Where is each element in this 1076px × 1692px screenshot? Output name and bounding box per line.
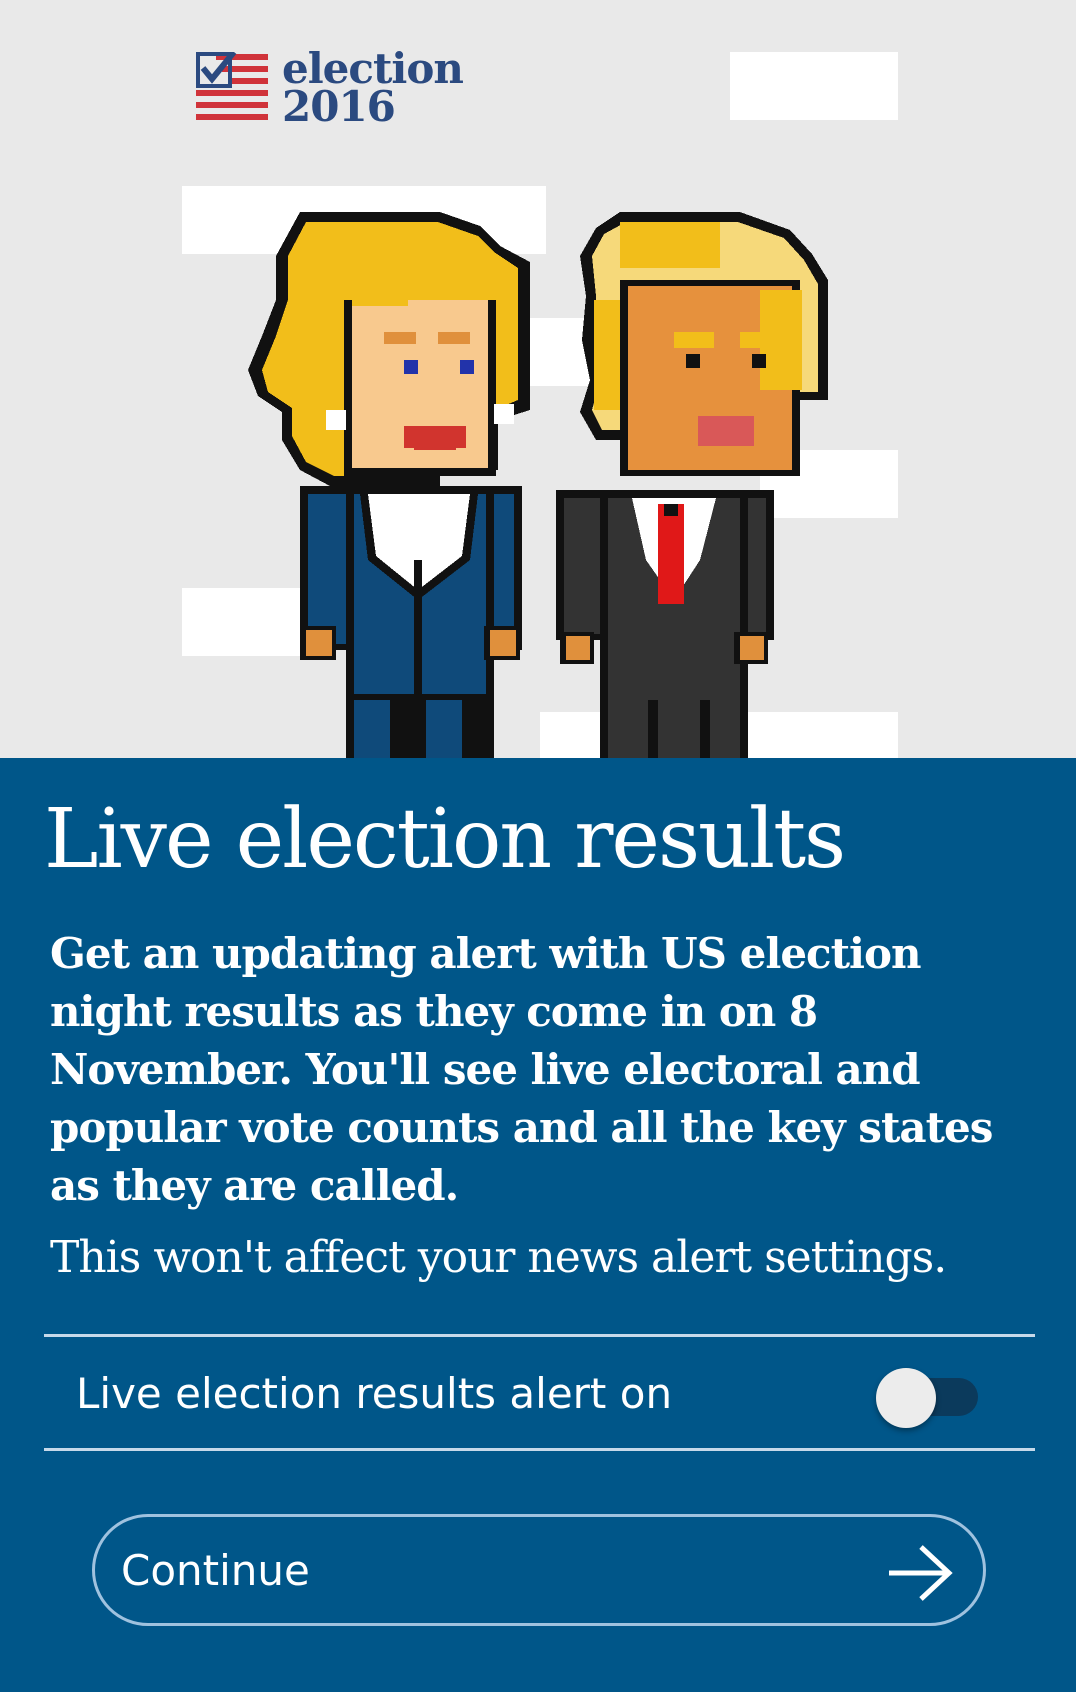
- divider-top: [44, 1334, 1035, 1337]
- alert-toggle-label: Live election results alert on: [76, 1369, 673, 1418]
- election-2016-logo: election 2016: [196, 44, 476, 131]
- pixel-candidates-illustration: [248, 212, 828, 758]
- hero-banner: election 2016: [0, 0, 1076, 758]
- arrow-right-icon: [889, 1545, 953, 1601]
- switch-knob: [876, 1368, 936, 1428]
- continue-button[interactable]: Continue: [92, 1514, 986, 1626]
- divider-bottom: [44, 1448, 1035, 1451]
- alert-toggle-row[interactable]: Live election results alert on: [44, 1338, 1035, 1449]
- logo-word: election: [282, 44, 464, 93]
- continue-label: Continue: [121, 1546, 310, 1595]
- settings-note: This won't affect your news alert settin…: [50, 1232, 947, 1283]
- logo-year: 2016: [282, 82, 396, 131]
- decor-bar: [730, 52, 898, 120]
- decor-bar: [182, 588, 312, 656]
- page-title: Live election results: [44, 792, 846, 887]
- alert-description: Get an updating alert with US election n…: [50, 929, 993, 1210]
- pixel-man-figure: [556, 212, 828, 758]
- checkbox-flag-icon: [196, 52, 268, 120]
- alert-toggle-switch[interactable]: [876, 1362, 980, 1428]
- pixel-woman-figure: [248, 212, 530, 758]
